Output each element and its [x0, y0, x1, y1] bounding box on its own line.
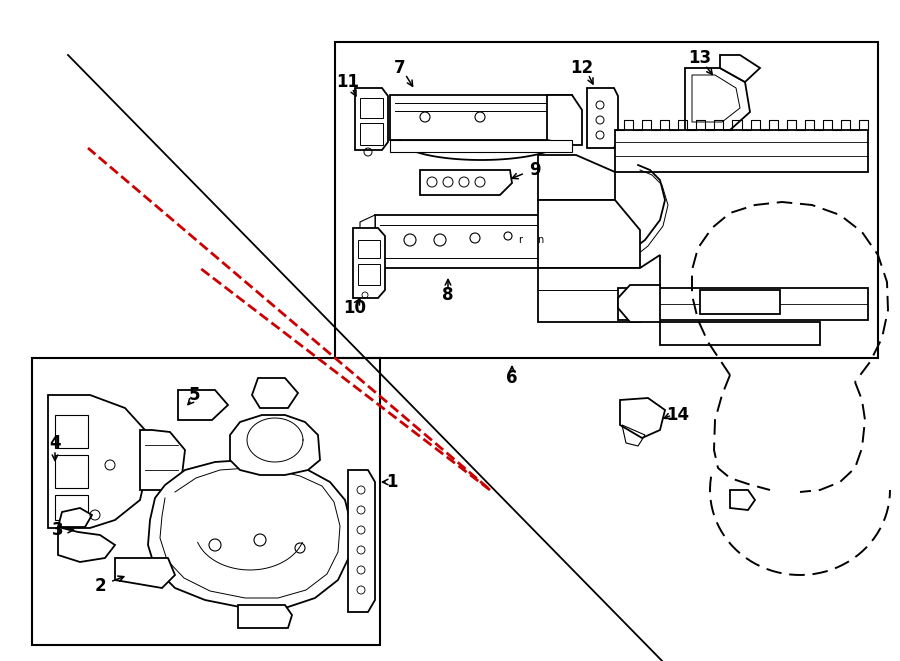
Text: 1: 1 [386, 473, 398, 491]
Text: 11: 11 [337, 73, 359, 91]
Polygon shape [538, 255, 660, 322]
Text: 12: 12 [571, 59, 594, 77]
Polygon shape [390, 95, 572, 140]
Polygon shape [360, 215, 375, 275]
Text: 5: 5 [189, 386, 201, 404]
Polygon shape [700, 290, 780, 314]
Polygon shape [58, 527, 115, 562]
Text: 6: 6 [506, 369, 518, 387]
Text: 4: 4 [50, 434, 61, 452]
Polygon shape [420, 170, 512, 195]
Polygon shape [390, 140, 572, 152]
Text: 7: 7 [394, 59, 406, 77]
Text: 14: 14 [666, 406, 689, 424]
Polygon shape [538, 155, 615, 200]
Text: 9: 9 [529, 161, 541, 179]
Polygon shape [48, 395, 148, 528]
Polygon shape [730, 490, 755, 510]
Polygon shape [660, 322, 820, 345]
Polygon shape [538, 200, 640, 268]
Polygon shape [230, 415, 320, 475]
Polygon shape [618, 288, 868, 320]
Polygon shape [238, 605, 292, 628]
Polygon shape [685, 68, 750, 130]
Polygon shape [375, 215, 598, 268]
Text: r: r [518, 235, 522, 245]
Polygon shape [348, 470, 375, 612]
Text: 2: 2 [94, 577, 106, 595]
Polygon shape [148, 460, 352, 608]
Text: 3: 3 [52, 521, 64, 539]
Polygon shape [140, 430, 185, 490]
Polygon shape [355, 88, 388, 150]
Text: n: n [537, 235, 543, 245]
Polygon shape [618, 285, 660, 322]
Polygon shape [547, 95, 582, 145]
Polygon shape [620, 398, 665, 438]
Polygon shape [615, 130, 868, 172]
Text: 10: 10 [344, 299, 366, 317]
Text: 13: 13 [688, 49, 712, 67]
Polygon shape [178, 390, 228, 420]
Polygon shape [587, 88, 618, 148]
Polygon shape [353, 228, 385, 298]
Polygon shape [720, 55, 760, 82]
Polygon shape [252, 378, 298, 408]
Polygon shape [58, 508, 92, 527]
Polygon shape [115, 558, 175, 588]
Text: 8: 8 [442, 286, 454, 304]
